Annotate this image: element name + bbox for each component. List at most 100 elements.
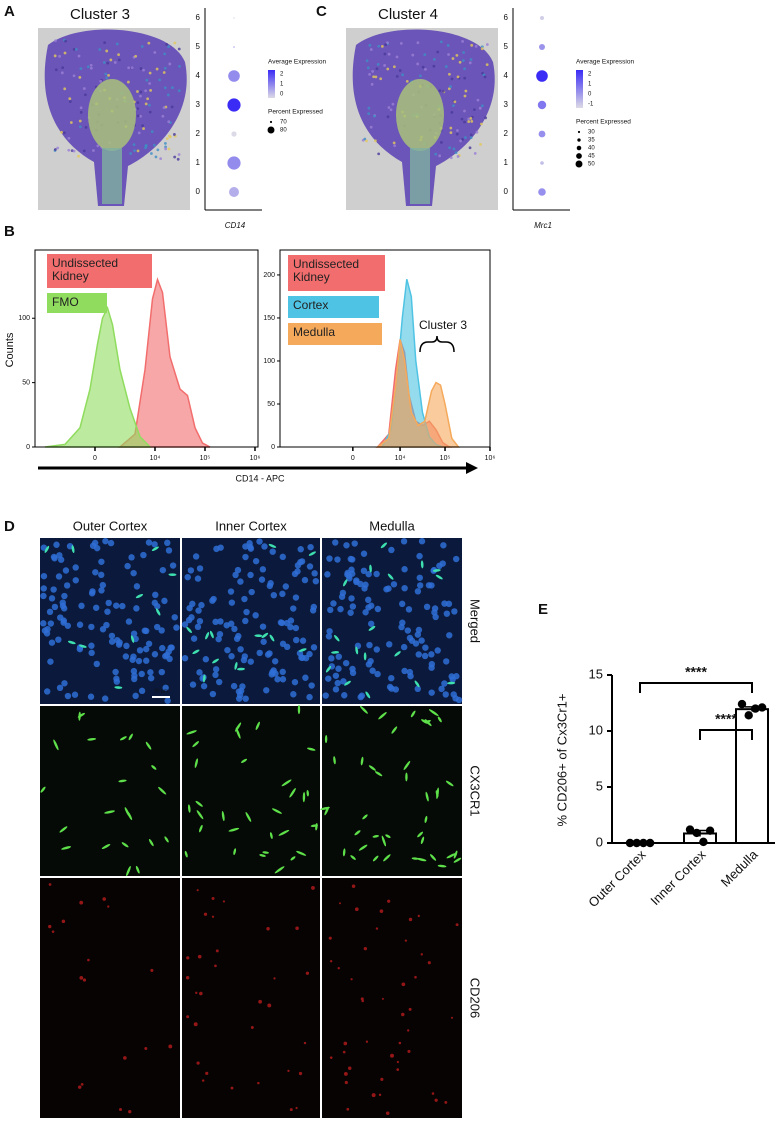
tissue-spot	[164, 145, 167, 149]
tissue-spot	[77, 154, 80, 158]
nucleus	[71, 691, 79, 698]
tissue-spot	[54, 39, 57, 43]
y-tick-label: 0	[196, 187, 201, 196]
nucleus	[292, 624, 300, 632]
nucleus	[398, 600, 406, 608]
cell	[378, 712, 387, 720]
tissue-spot	[145, 78, 149, 82]
legend-box: Medulla	[288, 323, 382, 345]
tissue-spot	[129, 152, 133, 155]
nucleus	[145, 539, 153, 546]
tissue-spot	[148, 110, 152, 114]
signal	[329, 1056, 333, 1059]
dot	[229, 187, 239, 197]
nucleus	[223, 622, 230, 629]
signal	[354, 907, 359, 912]
tissue-spot	[480, 47, 484, 51]
nucleus	[51, 603, 59, 611]
micrograph	[182, 878, 320, 1118]
tissue-spot	[92, 149, 95, 152]
tissue-spot	[363, 137, 367, 141]
nucleus	[306, 650, 313, 658]
x-tick-label: 10⁵	[200, 455, 211, 462]
signal	[408, 917, 413, 922]
nucleus	[113, 675, 120, 682]
nucleus	[55, 636, 62, 643]
y-tick-label: 6	[504, 13, 509, 22]
data-point	[639, 838, 648, 848]
nucleus	[342, 659, 350, 667]
cell	[420, 836, 425, 845]
tissue-spot	[374, 75, 378, 79]
cell	[245, 812, 252, 822]
nucleus	[400, 538, 408, 545]
row-label: Merged	[468, 599, 483, 643]
nucleus	[232, 571, 239, 579]
nucleus	[133, 583, 141, 590]
nucleus	[425, 582, 433, 589]
y-tick-label: 3	[504, 100, 509, 109]
nucleus	[102, 537, 109, 545]
nucleus	[198, 601, 205, 609]
panel-label: A	[4, 3, 15, 20]
cell	[437, 864, 447, 868]
cell	[424, 815, 428, 824]
size-legend-dot	[577, 130, 581, 134]
tissue-spot	[424, 67, 427, 71]
signal	[230, 1086, 234, 1090]
tissue-spot	[105, 49, 109, 53]
cell	[342, 848, 346, 857]
tissue-spot	[167, 147, 171, 151]
cell	[78, 644, 87, 648]
nucleus	[298, 558, 306, 565]
cell	[259, 854, 266, 857]
signal	[339, 902, 342, 905]
nucleus	[366, 641, 373, 649]
dot	[539, 44, 545, 50]
nucleus	[196, 565, 204, 572]
signal	[363, 946, 368, 951]
cell	[435, 574, 443, 580]
nucleus	[256, 649, 263, 657]
tissue-spot	[401, 73, 405, 77]
nucleus	[55, 573, 63, 580]
nucleus	[334, 556, 341, 563]
signal	[346, 1107, 350, 1111]
y-tick-label: 1	[504, 158, 509, 167]
cell	[104, 810, 115, 814]
tissue-spot	[391, 102, 395, 106]
cell	[385, 834, 391, 839]
nucleus	[235, 688, 243, 695]
tissue-spot	[468, 61, 472, 65]
tissue-spot	[463, 67, 467, 71]
nucleus	[159, 566, 167, 574]
nucleus	[279, 668, 286, 676]
nucleus	[325, 675, 332, 682]
nucleus	[181, 654, 189, 662]
nucleus	[125, 618, 133, 625]
nucleus	[241, 653, 249, 660]
nucleus	[168, 644, 175, 651]
y-tick-label: 100	[18, 315, 30, 322]
size-legend-dot	[269, 120, 273, 124]
nucleus	[88, 623, 95, 631]
tissue-spot	[178, 65, 181, 68]
signal	[128, 1110, 132, 1114]
nucleus	[443, 610, 451, 617]
signal	[267, 1003, 272, 1008]
nucleus	[231, 625, 238, 633]
nucleus	[44, 688, 51, 695]
size-legend-label: 30	[588, 130, 595, 136]
signal	[328, 936, 332, 940]
nucleus	[260, 638, 267, 645]
signal	[273, 977, 276, 980]
tissue-spot	[177, 153, 181, 156]
tissue-spot	[380, 44, 384, 48]
tissue-core	[88, 79, 136, 151]
nucleus	[362, 609, 369, 616]
nucleus	[224, 646, 231, 654]
tissue-spot	[72, 47, 76, 51]
nucleus	[349, 570, 356, 577]
nucleus	[209, 690, 217, 698]
size-legend-label: 35	[588, 138, 595, 144]
